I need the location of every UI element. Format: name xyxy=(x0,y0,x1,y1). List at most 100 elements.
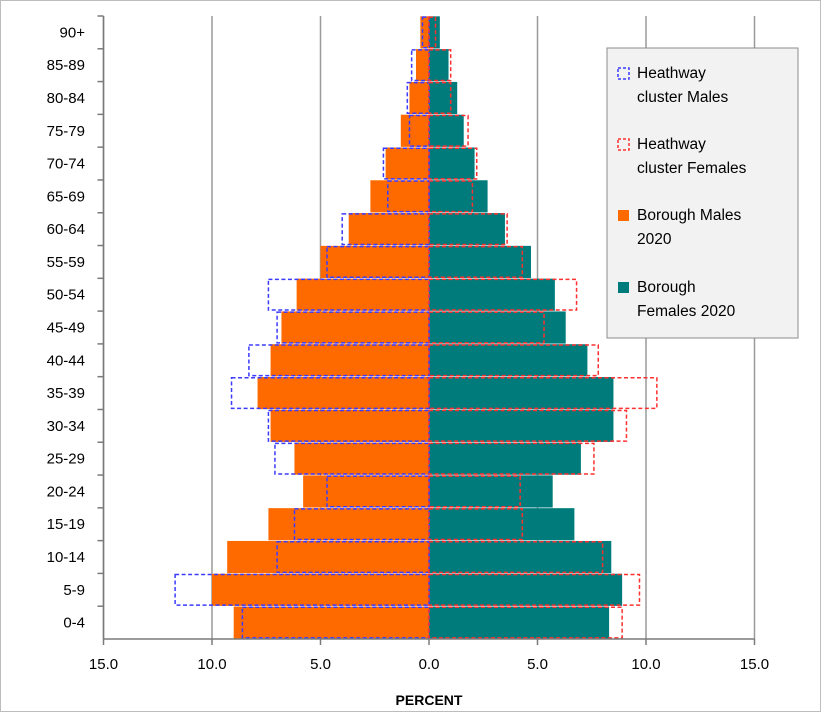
bar-borough-males-2020 xyxy=(212,573,429,606)
y-category-label: 85-89 xyxy=(47,57,85,74)
bar-heathway-cluster-males xyxy=(267,409,430,442)
bar-borough-females-2020 xyxy=(429,344,588,377)
bar-heathway-cluster-males xyxy=(293,508,430,541)
legend-box xyxy=(606,47,799,339)
heathway-outline-bars xyxy=(174,16,658,639)
bar-borough-males-2020 xyxy=(320,245,429,278)
bar-heathway-cluster-females xyxy=(428,245,524,278)
y-category-label: 80-84 xyxy=(47,90,85,107)
bar-borough-females-2020 xyxy=(429,213,505,246)
bar-borough-females-2020 xyxy=(429,16,440,49)
bar-heathway-cluster-females xyxy=(428,508,524,541)
bar-borough-males-2020 xyxy=(348,213,429,246)
bar-heathway-cluster-males xyxy=(230,377,430,410)
bar-heathway-cluster-males xyxy=(410,49,430,82)
bar-heathway-cluster-females xyxy=(428,409,628,442)
bar-heathway-cluster-males xyxy=(387,180,430,213)
bar-borough-females-2020 xyxy=(429,606,610,639)
x-tick-label: 15.0 xyxy=(740,656,769,673)
bar-heathway-cluster-females xyxy=(428,540,604,574)
bar-heathway-cluster-females xyxy=(428,573,641,606)
bar-borough-males-2020 xyxy=(268,508,429,541)
y-category-label: 20-24 xyxy=(47,483,85,500)
bar-borough-females-2020 xyxy=(429,245,531,278)
bar-heathway-cluster-females xyxy=(428,278,578,311)
borough-bars xyxy=(212,16,623,639)
y-category-label: 40-44 xyxy=(47,352,85,369)
y-category-label: 65-69 xyxy=(47,188,85,205)
bar-borough-females-2020 xyxy=(429,311,566,344)
bar-heathway-cluster-females xyxy=(428,344,600,377)
legend-label-heathway-cluster-males: Heathway cluster Males xyxy=(637,65,729,106)
bar-borough-females-2020 xyxy=(429,377,614,410)
x-axis-title: PERCENT xyxy=(396,692,463,708)
bar-borough-males-2020 xyxy=(420,16,429,49)
bar-borough-males-2020 xyxy=(400,114,429,147)
y-category-label: 55-59 xyxy=(47,254,85,271)
y-category-label: 90+ xyxy=(60,24,86,41)
y-category-label: 10-14 xyxy=(47,549,85,566)
bar-borough-females-2020 xyxy=(429,573,623,606)
bar-heathway-cluster-females xyxy=(428,213,508,246)
y-category-label: 15-19 xyxy=(47,516,85,533)
bar-heathway-cluster-females xyxy=(428,180,474,213)
y-category-label: 30-34 xyxy=(47,418,85,435)
bar-heathway-cluster-males xyxy=(382,147,430,180)
bar-borough-females-2020 xyxy=(429,114,464,147)
legend-swatch-borough-males-2020 xyxy=(618,210,629,221)
y-category-label: 50-54 xyxy=(47,287,85,304)
bar-borough-males-2020 xyxy=(296,278,429,311)
legend-swatch-heathway-cluster-females xyxy=(617,138,630,151)
bar-borough-females-2020 xyxy=(429,442,581,475)
y-category-label: 35-39 xyxy=(47,385,85,402)
bar-borough-males-2020 xyxy=(385,147,429,180)
bar-borough-females-2020 xyxy=(429,540,612,574)
bar-borough-females-2020 xyxy=(429,147,475,180)
legend-swatch-borough-females-2020 xyxy=(618,282,629,293)
bar-borough-males-2020 xyxy=(227,540,429,574)
bar-borough-females-2020 xyxy=(429,278,555,311)
bar-borough-males-2020 xyxy=(303,475,429,508)
bar-borough-males-2020 xyxy=(233,606,429,639)
bar-heathway-cluster-males xyxy=(174,573,430,606)
bar-borough-females-2020 xyxy=(429,81,458,115)
y-category-label: 70-74 xyxy=(47,156,85,173)
bar-borough-males-2020 xyxy=(270,409,429,442)
y-category-label: 5-9 xyxy=(63,582,85,599)
bar-borough-females-2020 xyxy=(429,180,488,213)
bar-heathway-cluster-females xyxy=(428,377,658,410)
bar-borough-females-2020 xyxy=(429,475,553,508)
legend-label-heathway-cluster-females: Heathway cluster Females xyxy=(637,136,747,177)
y-category-label: 75-79 xyxy=(47,123,85,140)
axes: 15.0 10.0 5.0 0.0 5.0 10.0 15.0 90+ 85-89 80-84 75… xyxy=(47,15,769,673)
bar-borough-males-2020 xyxy=(257,377,429,410)
bar-borough-males-2020 xyxy=(415,49,429,82)
y-category-label: 60-64 xyxy=(47,221,85,238)
bar-borough-males-2020 xyxy=(270,344,429,377)
x-tick-label: 10.0 xyxy=(197,656,226,673)
legend-label-borough-males-2020: Borough Males 2020 xyxy=(637,207,742,248)
bar-heathway-cluster-females xyxy=(428,114,469,147)
bar-heathway-cluster-females xyxy=(428,475,521,508)
bar-borough-males-2020 xyxy=(294,442,429,475)
bar-heathway-cluster-females xyxy=(428,606,623,639)
x-tick-label: 5.0 xyxy=(310,656,331,673)
legend-swatch-heathway-cluster-males xyxy=(617,67,630,80)
bar-borough-males-2020 xyxy=(370,180,429,213)
bar-borough-females-2020 xyxy=(429,409,614,442)
y-category-label: 0-4 xyxy=(63,615,85,632)
legend-label-borough-females-2020: Borough Females 2020 xyxy=(637,279,736,320)
bar-heathway-cluster-females xyxy=(428,16,437,49)
x-tick-label: 15.0 xyxy=(89,656,118,673)
y-category-label: 25-29 xyxy=(47,451,85,468)
bar-borough-males-2020 xyxy=(281,311,429,344)
bar-heathway-cluster-females xyxy=(428,311,545,344)
legend[interactable]: Heathway cluster Males Heathway cluster Fem… xyxy=(606,47,799,339)
x-tick-label: 10.0 xyxy=(631,656,660,673)
x-tick-label: 5.0 xyxy=(527,656,548,673)
bar-borough-females-2020 xyxy=(429,49,449,82)
bar-heathway-cluster-males xyxy=(326,245,430,278)
bar-borough-males-2020 xyxy=(409,81,429,115)
